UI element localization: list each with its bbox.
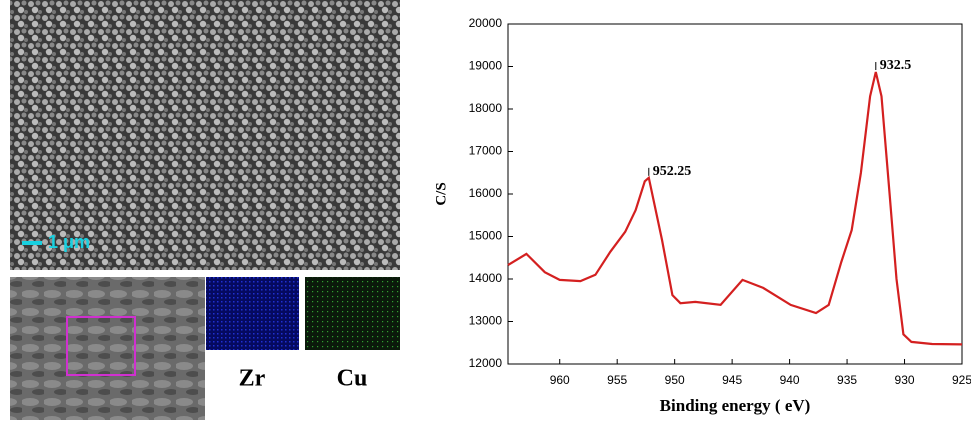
map-label: Cu [337, 366, 368, 392]
y-tick-label: 14000 [469, 271, 503, 285]
x-tick-label: 960 [550, 373, 570, 387]
x-tick-label: 930 [895, 373, 915, 387]
x-axis-title: Binding energy ( eV) [660, 396, 811, 415]
plot-frame [507, 23, 963, 365]
zr-map [206, 277, 299, 350]
y-tick-label: 15000 [469, 229, 503, 243]
scale-label: 1 μm [48, 232, 90, 252]
data-line [507, 71, 963, 346]
y-tick-label: 12000 [469, 356, 503, 370]
y-axis-title: C/S [433, 182, 449, 205]
sem-image [10, 0, 400, 270]
y-tick-label: 13000 [469, 314, 503, 328]
x-tick-label: 925 [952, 373, 971, 387]
y-tick-label: 16000 [469, 186, 503, 200]
peak-label: 932.5 [880, 58, 912, 73]
x-tick-label: 955 [607, 373, 627, 387]
y-tick-label: 17000 [469, 144, 503, 158]
peak-label: 952.25 [653, 164, 692, 179]
map-label: Zr [239, 366, 266, 392]
y-tick-label: 18000 [469, 101, 503, 115]
y-tick-label: 20000 [469, 16, 503, 30]
y-tick-label: 19000 [469, 59, 503, 73]
x-tick-label: 940 [780, 373, 800, 387]
x-tick-label: 935 [837, 373, 857, 387]
x-tick-label: 950 [665, 373, 685, 387]
sem-image [10, 277, 205, 420]
cu-map [305, 277, 400, 350]
x-tick-label: 945 [722, 373, 742, 387]
selection-box [66, 316, 136, 376]
